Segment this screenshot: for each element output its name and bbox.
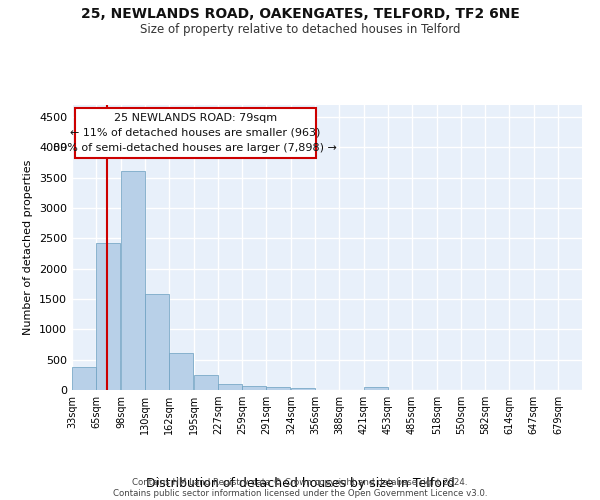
Bar	[145, 294, 169, 390]
Bar	[218, 384, 242, 390]
Text: Distribution of detached houses by size in Telford: Distribution of detached houses by size …	[146, 477, 454, 490]
Bar	[96, 244, 120, 390]
Bar	[364, 386, 388, 390]
Text: 25, NEWLANDS ROAD, OAKENGATES, TELFORD, TF2 6NE: 25, NEWLANDS ROAD, OAKENGATES, TELFORD, …	[80, 8, 520, 22]
Text: Contains HM Land Registry data © Crown copyright and database right 2024.
Contai: Contains HM Land Registry data © Crown c…	[113, 478, 487, 498]
Bar	[291, 388, 315, 390]
Bar	[194, 375, 218, 390]
Y-axis label: Number of detached properties: Number of detached properties	[23, 160, 34, 335]
Bar	[169, 353, 193, 390]
Text: 25 NEWLANDS ROAD: 79sqm: 25 NEWLANDS ROAD: 79sqm	[114, 113, 277, 123]
Bar	[242, 386, 266, 390]
Text: Size of property relative to detached houses in Telford: Size of property relative to detached ho…	[140, 22, 460, 36]
Text: 89% of semi-detached houses are larger (7,898) →: 89% of semi-detached houses are larger (…	[53, 143, 337, 153]
Text: ← 11% of detached houses are smaller (963): ← 11% of detached houses are smaller (96…	[70, 128, 320, 138]
FancyBboxPatch shape	[75, 108, 316, 158]
Bar	[121, 171, 145, 390]
Bar	[72, 367, 96, 390]
Bar	[266, 386, 290, 390]
